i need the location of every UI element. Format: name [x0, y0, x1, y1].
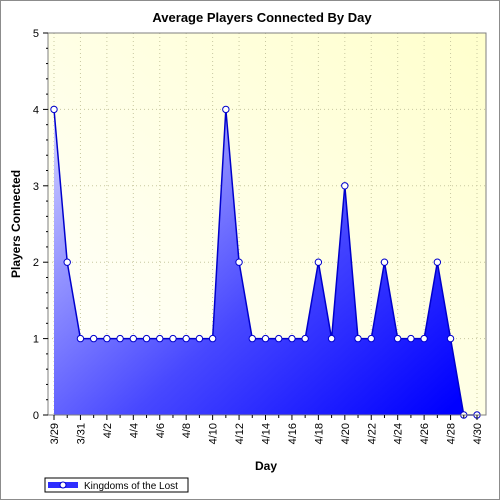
x-tick-label: 4/22: [366, 423, 378, 444]
data-point: [129, 334, 138, 343]
legend-box: [44, 477, 189, 493]
x-tick-label: 4/18: [313, 423, 325, 444]
x-tick-label: 4/20: [340, 423, 352, 444]
x-axis-title: Day: [255, 459, 277, 473]
chart-title: Average Players Connected By Day: [152, 10, 372, 25]
data-point: [275, 334, 283, 343]
data-point: [420, 334, 428, 343]
data-point: [407, 334, 415, 343]
legend-label: Kingdoms of the Lost: [84, 481, 178, 492]
data-point: [116, 334, 124, 343]
x-tick-label: 4/24: [393, 423, 405, 444]
data-point: [222, 105, 230, 114]
data-point: [327, 334, 336, 343]
data-point: [142, 334, 151, 343]
x-tick-label: 4/12: [234, 423, 246, 444]
data-point: [433, 258, 442, 266]
x-tick-label: 4/2: [102, 423, 114, 438]
y-axis-ticks: 0 1 2 3 4 5: [33, 28, 48, 422]
data-point: [301, 334, 309, 343]
y-tick-label: 3: [33, 181, 39, 193]
y-tick-label: 5: [33, 28, 39, 40]
data-point: [288, 334, 296, 343]
x-axis-ticks: 3/29 3/31 4/2 4/4 4/6 4/8 4/10 4/12 4/14 4/16 4/18…: [49, 415, 484, 444]
x-tick-label: 4/6: [155, 423, 167, 438]
legend-marker: [59, 481, 67, 489]
x-tick-label: 4/8: [181, 423, 193, 438]
data-point: [354, 334, 362, 343]
y-tick-label: 4: [33, 104, 39, 116]
x-tick-label: 4/4: [128, 423, 140, 438]
data-point: [341, 182, 349, 190]
data-point: [261, 334, 270, 343]
x-tick-label: 3/29: [49, 423, 61, 444]
data-point: [235, 258, 243, 266]
y-axis-title: Players Connected: [9, 170, 23, 278]
data-point: [169, 334, 177, 343]
data-point: [446, 334, 455, 343]
x-tick-label: 3/31: [75, 423, 87, 444]
data-point: [156, 334, 164, 343]
y-tick-label: 2: [33, 257, 39, 269]
x-tick-label: 4/14: [261, 423, 273, 444]
data-point: [50, 105, 58, 114]
data-point: [63, 258, 71, 266]
data-point: [314, 258, 323, 266]
data-point: [367, 334, 375, 343]
x-tick-label: 4/30: [472, 423, 484, 444]
data-markers: [50, 105, 481, 419]
data-point: [182, 334, 190, 343]
data-point: [195, 334, 204, 343]
data-point: [380, 258, 389, 266]
y-tick-label: 1: [33, 334, 39, 346]
x-tick-label: 4/16: [287, 423, 299, 444]
data-point: [89, 334, 98, 343]
data-point: [393, 334, 402, 343]
plot-border: [47, 32, 487, 416]
data-point: [76, 334, 85, 343]
data-point: [103, 334, 111, 343]
x-tick-label: 4/10: [208, 423, 220, 444]
data-point: [208, 334, 217, 343]
x-tick-label: 4/26: [419, 423, 431, 444]
data-point: [248, 334, 256, 343]
legend: Kingdoms of the Lost: [44, 477, 189, 493]
x-tick-label: 4/28: [446, 423, 458, 444]
y-tick-label: 0: [33, 410, 39, 422]
